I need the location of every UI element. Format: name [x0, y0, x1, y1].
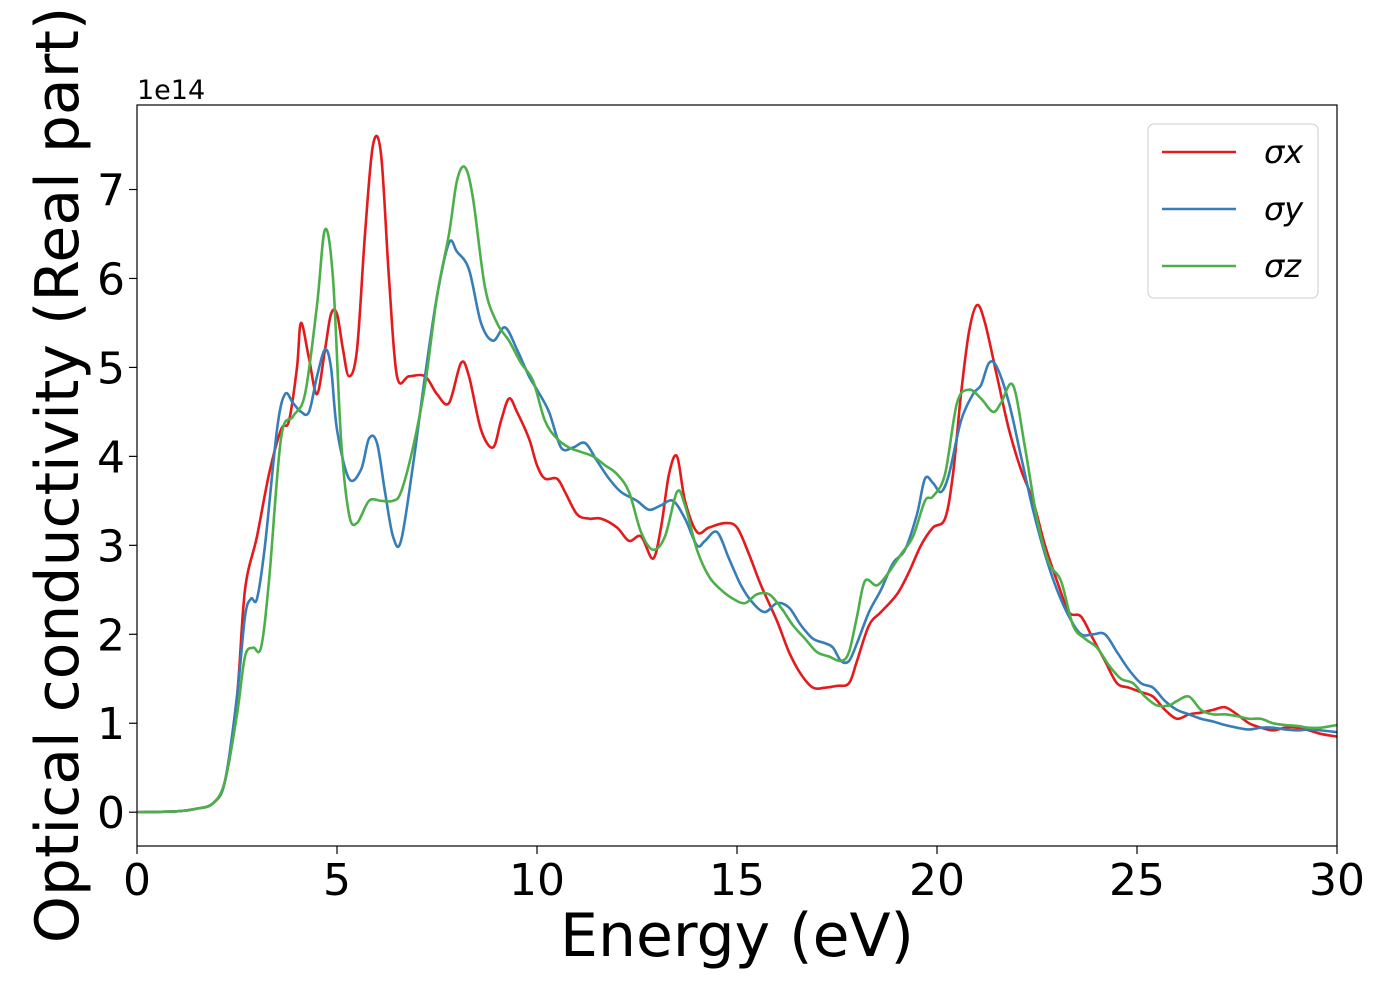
y-tick-label: 4: [97, 432, 125, 483]
y-tick-label: 6: [97, 254, 125, 305]
y-tick-label: 0: [97, 788, 125, 839]
x-tick-label: 15: [709, 855, 765, 906]
series-line-2: [136, 239, 1338, 814]
y-tick-label: 2: [97, 610, 125, 661]
y-tick-label: 1: [97, 699, 125, 750]
series-line-3: [136, 165, 1338, 814]
x-tick-label: 30: [1309, 855, 1365, 906]
legend-box: [1147, 123, 1319, 299]
x-tick-label: 0: [123, 855, 151, 906]
x-tick-label: 5: [323, 855, 351, 906]
y-tick-label: 3: [97, 521, 125, 572]
series-line-1: [136, 134, 1338, 814]
x-tick-label: 25: [1109, 855, 1165, 906]
y-offset-label: 1e14: [137, 75, 205, 106]
y-axis-title: Optical conductivity (Real part): [23, 7, 93, 944]
x-tick-label: 20: [909, 855, 965, 906]
legend-label-1: σx: [1264, 133, 1304, 171]
x-axis: 0 5 10 15 20 25 30: [123, 846, 1365, 906]
y-tick-label: 7: [97, 166, 125, 217]
series-layer: [136, 134, 1338, 814]
y-axis: 0 1 2 3 4 5 6 7: [97, 166, 137, 839]
legend-label-3: σz: [1264, 247, 1302, 285]
x-axis-title: Energy (eV): [560, 901, 914, 971]
y-tick-label: 5: [97, 343, 125, 394]
legend: σx σy σz: [1147, 123, 1319, 299]
x-tick-label: 10: [509, 855, 565, 906]
legend-label-2: σy: [1264, 190, 1304, 228]
